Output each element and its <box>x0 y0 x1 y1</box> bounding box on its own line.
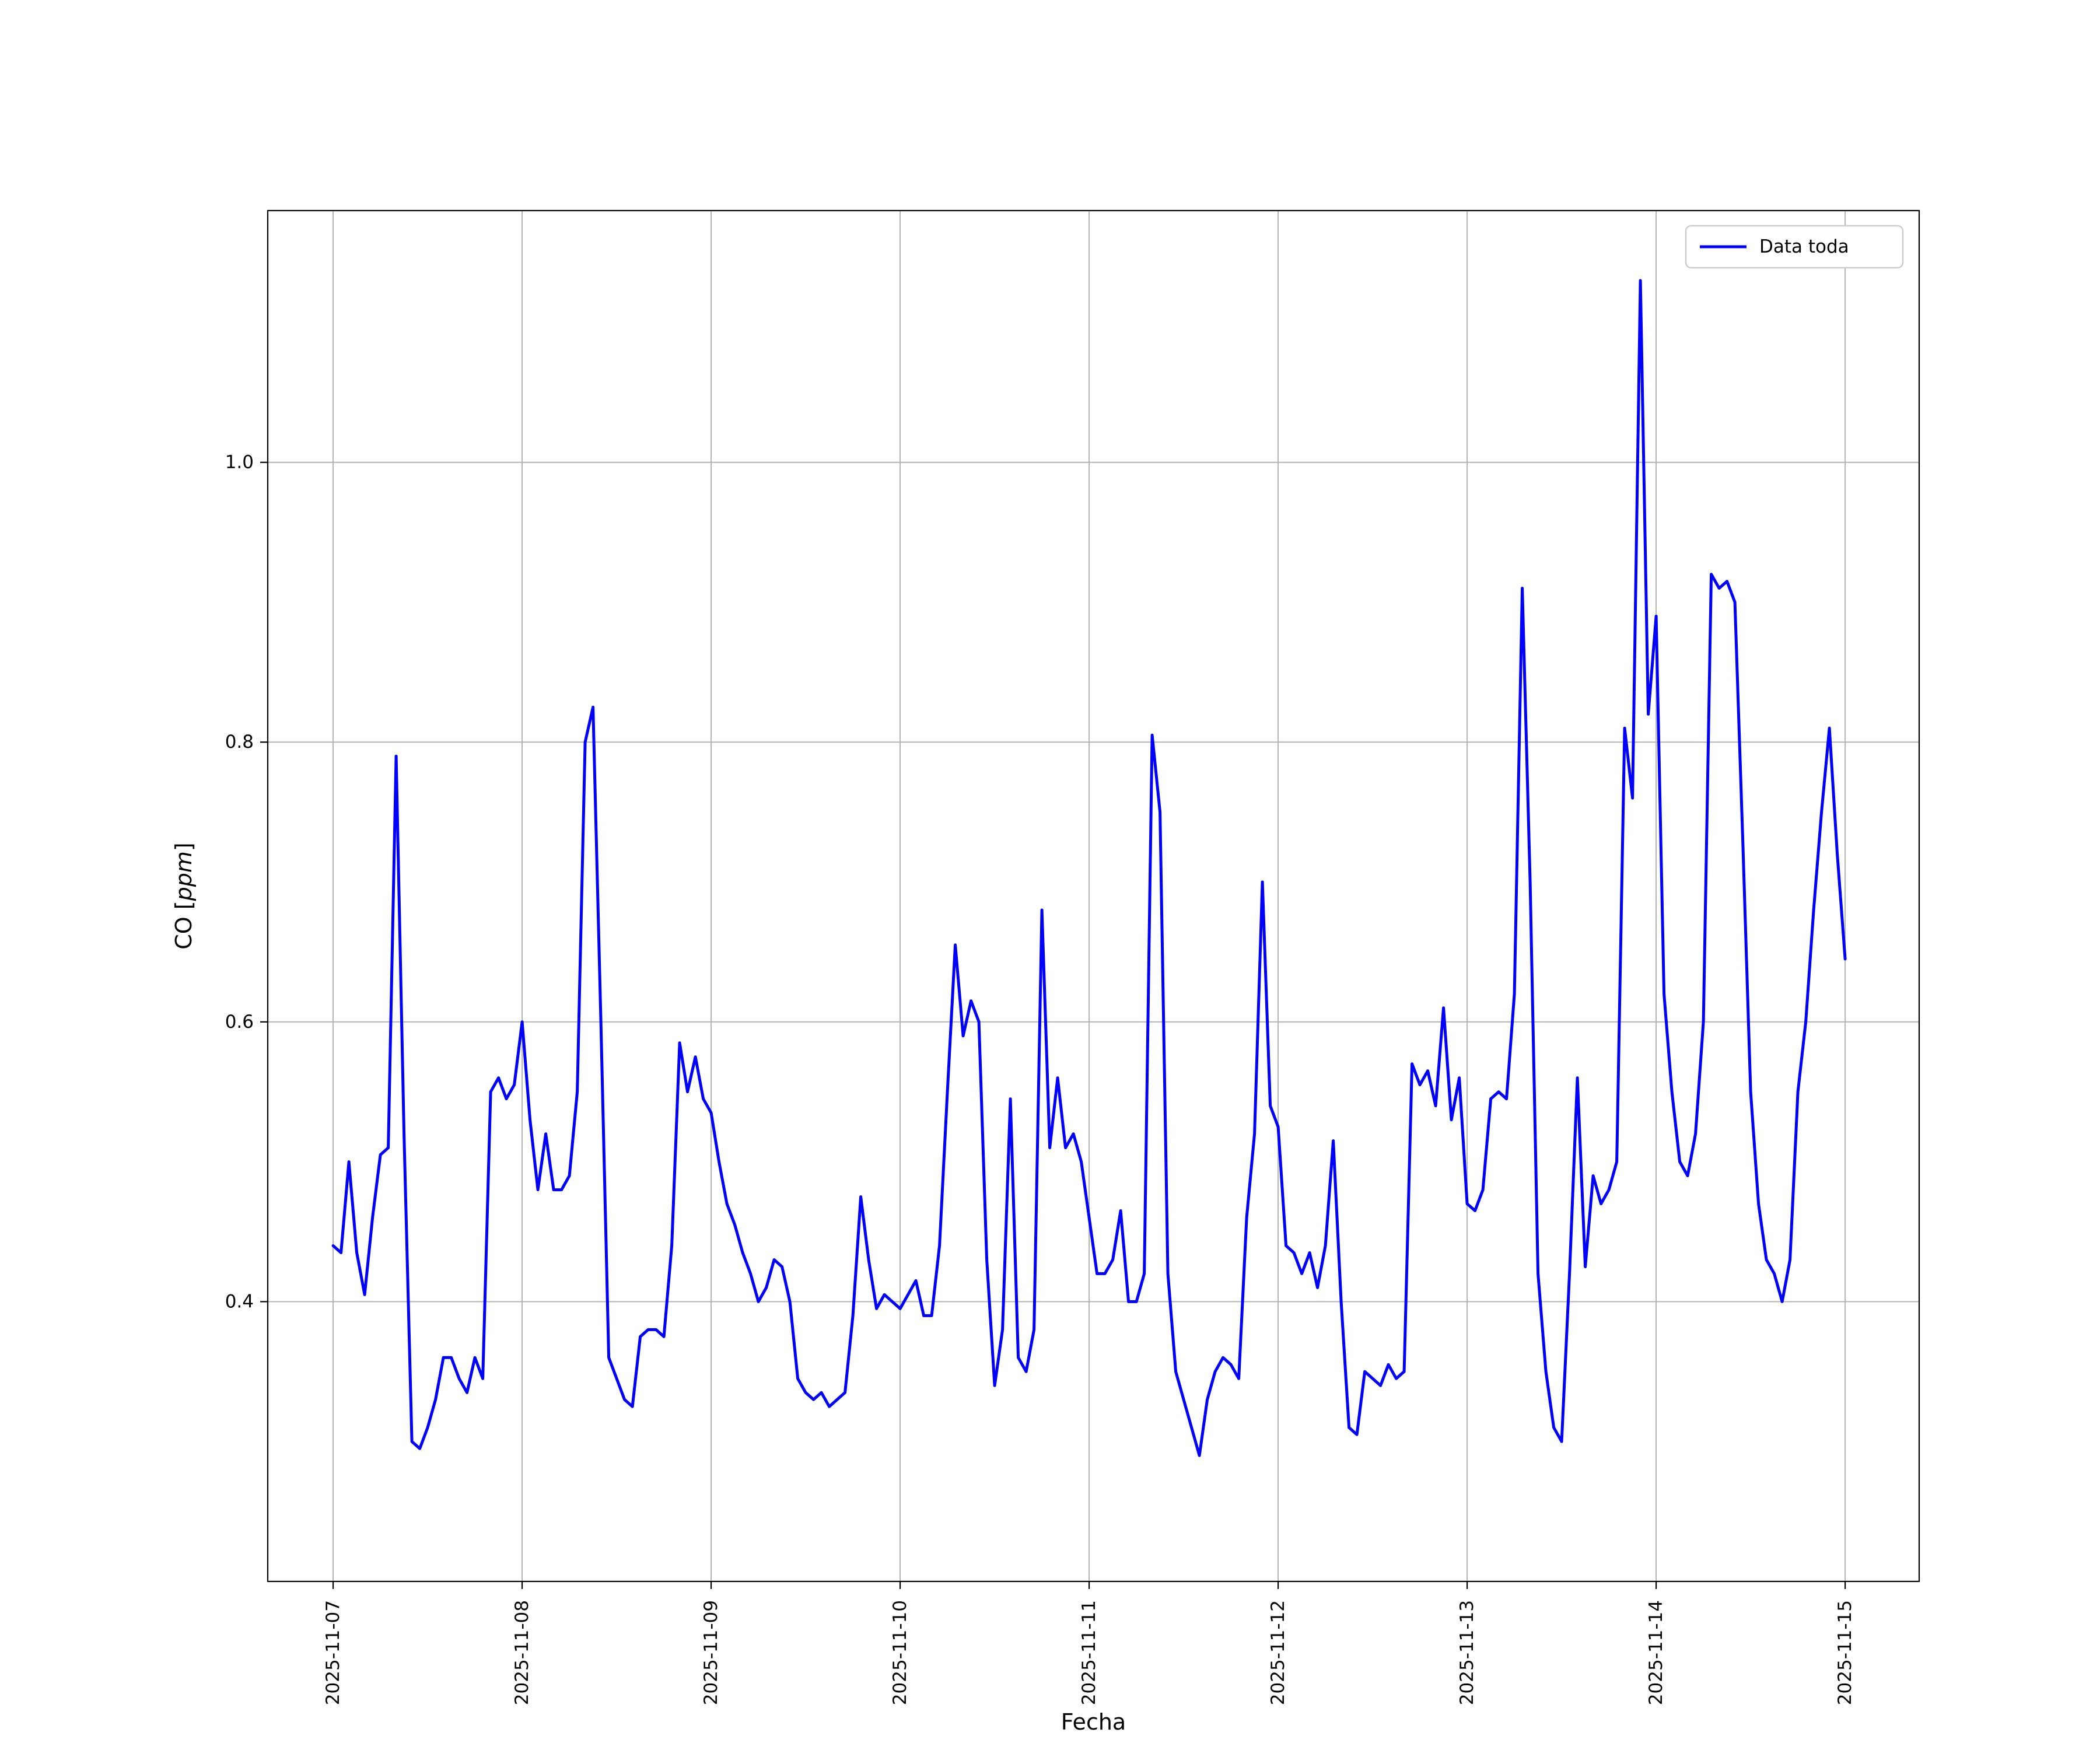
y-axis-label: CO [ppm] <box>171 842 197 949</box>
data-series-layer <box>331 279 1847 1457</box>
grid-layer <box>268 211 1919 1581</box>
x-axis-label: Fecha <box>1061 1709 1126 1735</box>
legend-frame <box>1685 225 1904 269</box>
axis-layer: 2025-11-07 2025-11-08 2025-11-09 2025-11-10… <box>171 209 1920 1735</box>
x-tick-label: 2025-11-11 <box>1079 1600 1100 1705</box>
x-tick-label: 2025-11-12 <box>1268 1600 1289 1705</box>
x-tick-label: 2025-11-07 <box>323 1600 344 1705</box>
legend: Data toda <box>1685 225 1904 269</box>
axes-frame <box>267 209 1920 1583</box>
x-tick-label: 2025-11-15 <box>1835 1600 1856 1705</box>
x-tick-label: 2025-11-14 <box>1646 1600 1667 1705</box>
y-tick-label: 1.0 <box>225 452 254 473</box>
x-tick-label: 2025-11-09 <box>701 1600 722 1705</box>
legend-label: Data toda <box>1759 236 1849 257</box>
y-tick-label: 0.4 <box>225 1291 254 1312</box>
x-tick-label: 2025-11-10 <box>890 1600 911 1705</box>
x-tick-label: 2025-11-13 <box>1457 1600 1478 1705</box>
x-tick-label: 2025-11-08 <box>512 1600 533 1705</box>
y-tick-label: 0.8 <box>225 732 254 752</box>
y-tick-label: 0.6 <box>225 1012 254 1032</box>
data-line-series <box>331 279 1847 1457</box>
